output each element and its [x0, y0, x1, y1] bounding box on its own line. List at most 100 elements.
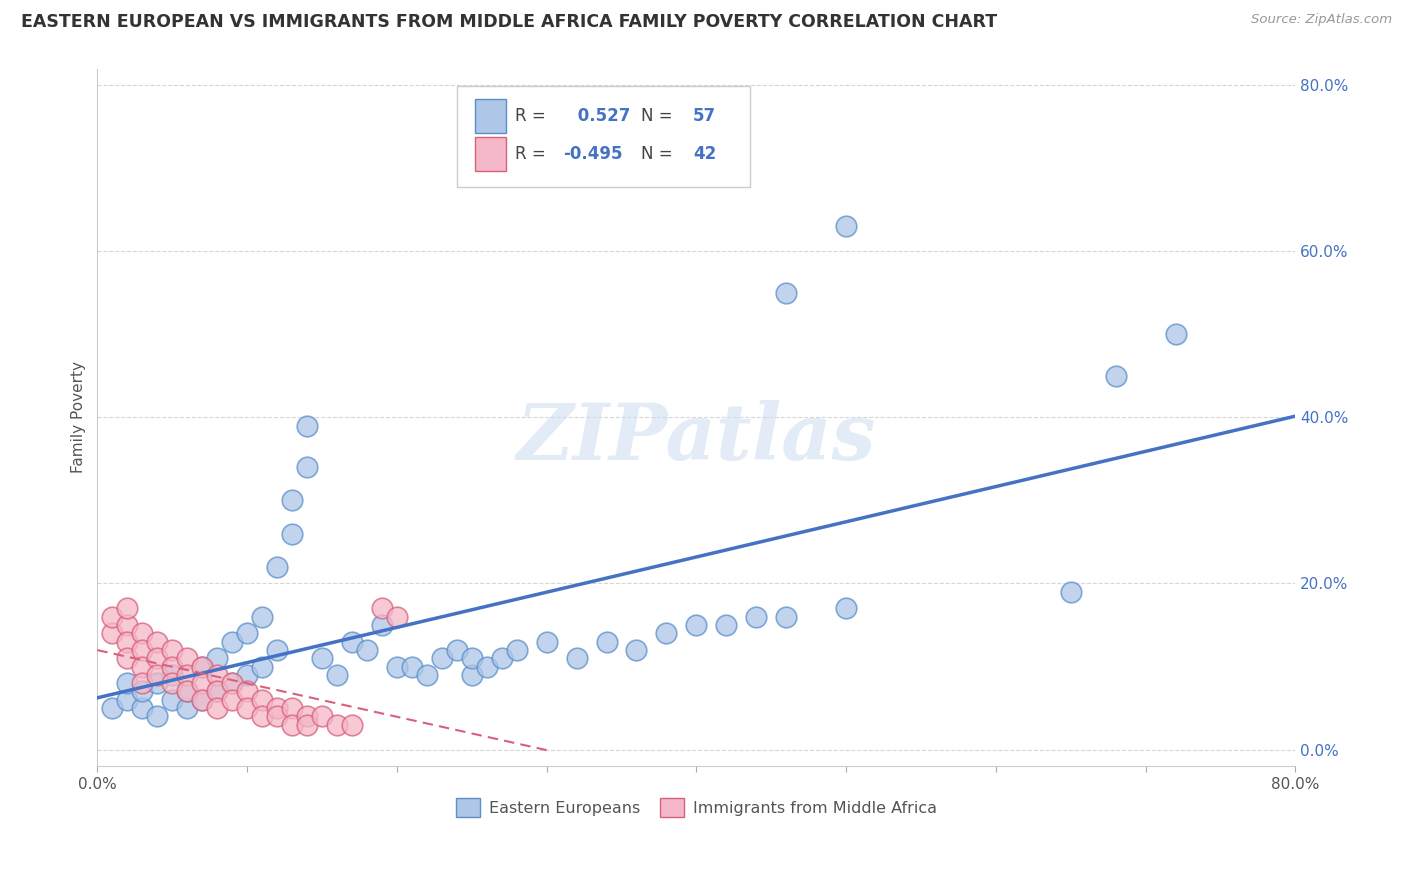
Point — [595, 634, 617, 648]
Point — [191, 659, 214, 673]
FancyBboxPatch shape — [457, 86, 751, 187]
Point — [745, 609, 768, 624]
Point — [205, 701, 228, 715]
Point — [236, 626, 259, 640]
Text: 42: 42 — [693, 145, 716, 163]
Point — [385, 659, 408, 673]
Text: 0.527: 0.527 — [572, 107, 630, 125]
Point — [446, 643, 468, 657]
Point — [117, 692, 139, 706]
Point — [385, 609, 408, 624]
Point — [117, 618, 139, 632]
Point — [191, 659, 214, 673]
Point — [295, 418, 318, 433]
Text: Source: ZipAtlas.com: Source: ZipAtlas.com — [1251, 13, 1392, 27]
Point — [266, 709, 288, 723]
Point — [176, 684, 198, 698]
Text: R =: R = — [516, 145, 547, 163]
Point — [775, 609, 797, 624]
Point — [266, 701, 288, 715]
Point — [176, 684, 198, 698]
Point — [461, 651, 484, 665]
Point — [236, 668, 259, 682]
Point — [131, 659, 153, 673]
Point — [356, 643, 378, 657]
Point — [371, 601, 394, 615]
Point — [117, 601, 139, 615]
Text: EASTERN EUROPEAN VS IMMIGRANTS FROM MIDDLE AFRICA FAMILY POVERTY CORRELATION CHA: EASTERN EUROPEAN VS IMMIGRANTS FROM MIDD… — [21, 13, 997, 31]
Point — [205, 684, 228, 698]
Point — [191, 692, 214, 706]
Point — [131, 643, 153, 657]
Point — [146, 676, 169, 690]
Point — [430, 651, 453, 665]
Point — [146, 651, 169, 665]
Point — [655, 626, 678, 640]
Point — [160, 668, 183, 682]
Point — [205, 668, 228, 682]
Point — [536, 634, 558, 648]
Point — [505, 643, 527, 657]
Point — [281, 701, 304, 715]
Point — [266, 560, 288, 574]
Point — [176, 701, 198, 715]
Point — [101, 701, 124, 715]
Text: N =: N = — [641, 145, 673, 163]
Point — [146, 668, 169, 682]
Point — [191, 692, 214, 706]
Point — [236, 684, 259, 698]
Y-axis label: Family Poverty: Family Poverty — [72, 361, 86, 474]
Point — [281, 493, 304, 508]
Text: N =: N = — [641, 107, 673, 125]
Point — [117, 651, 139, 665]
Point — [326, 717, 349, 731]
Point — [117, 676, 139, 690]
Point — [295, 460, 318, 475]
Point — [340, 717, 363, 731]
Point — [311, 651, 333, 665]
Point — [146, 634, 169, 648]
Point — [131, 676, 153, 690]
Text: -0.495: -0.495 — [564, 145, 623, 163]
Point — [326, 668, 349, 682]
Point — [250, 692, 273, 706]
Point — [191, 676, 214, 690]
Point — [221, 634, 243, 648]
Point — [160, 643, 183, 657]
Point — [236, 701, 259, 715]
Point — [1105, 368, 1128, 383]
Point — [716, 618, 738, 632]
Point — [131, 701, 153, 715]
Point — [146, 709, 169, 723]
Point — [131, 684, 153, 698]
Point — [205, 651, 228, 665]
Point — [565, 651, 588, 665]
Point — [176, 668, 198, 682]
Point — [295, 717, 318, 731]
Point — [101, 626, 124, 640]
Point — [250, 609, 273, 624]
Legend: Eastern Europeans, Immigrants from Middle Africa: Eastern Europeans, Immigrants from Middl… — [447, 790, 945, 824]
Point — [475, 659, 498, 673]
Text: ZIPatlas: ZIPatlas — [517, 400, 876, 476]
Point — [1164, 327, 1187, 342]
Point — [491, 651, 513, 665]
Point — [117, 634, 139, 648]
Point — [311, 709, 333, 723]
Point — [835, 219, 858, 234]
Point — [221, 676, 243, 690]
Point — [101, 609, 124, 624]
Point — [1060, 584, 1083, 599]
Point — [250, 659, 273, 673]
Point — [250, 709, 273, 723]
Point — [160, 676, 183, 690]
Point — [626, 643, 648, 657]
Point — [340, 634, 363, 648]
Point — [176, 651, 198, 665]
Point — [205, 684, 228, 698]
Point — [461, 668, 484, 682]
Text: 57: 57 — [693, 107, 716, 125]
Point — [401, 659, 423, 673]
Point — [131, 626, 153, 640]
Point — [835, 601, 858, 615]
